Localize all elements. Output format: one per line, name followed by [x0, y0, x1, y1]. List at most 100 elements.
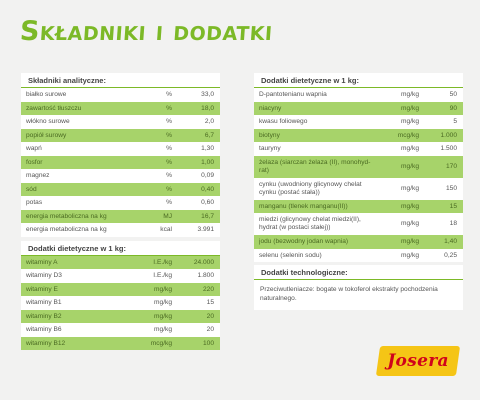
row-unit: mg/kg: [401, 202, 419, 210]
row-name: manganu (tlenek manganu(II)): [259, 202, 348, 210]
row-value: 0,60: [201, 199, 214, 207]
row-unit: mg/kg: [401, 220, 419, 227]
row-value: 1.800: [197, 272, 214, 280]
row-value: 18,0: [201, 104, 214, 112]
row-name: potas: [26, 199, 43, 207]
technological-header: Dodatki technologiczne:: [254, 265, 463, 280]
row-value: 170: [445, 162, 457, 170]
row-unit: mcg/kg: [397, 131, 419, 139]
row-value: 18: [449, 220, 457, 227]
table-row: żelaza (siarczan żelaza (II), monohyd-ra…: [254, 155, 463, 178]
row-value: 16,7: [201, 212, 214, 220]
table-row: biotyny mcg/kg 1.000: [254, 128, 463, 142]
row-value: 150: [445, 184, 457, 192]
row-unit: %: [166, 131, 172, 139]
row-unit: mg/kg: [154, 312, 172, 320]
row-unit: %: [166, 91, 172, 99]
row-name: witaminy D3: [26, 272, 62, 280]
table-row: popiół surowy% 6,7: [21, 128, 220, 142]
row-name: zawartość tłuszczu: [26, 104, 82, 112]
row-unit: %: [166, 199, 172, 207]
table-row: jodu (bezwodny jodan wapnia) mg/kg 1,40: [254, 235, 463, 249]
additives-table: D-pantotenianu wapnia mg/kg 50 niacyny mg/k…: [254, 88, 463, 262]
row-name: energia metaboliczna na kg: [26, 226, 107, 234]
table-row: zawartość tłuszczu% 18,0: [21, 101, 220, 115]
row-name: witaminy B12: [26, 339, 66, 347]
analytical-header: Składniki analityczne:: [21, 73, 220, 88]
row-name: biotyny: [259, 131, 280, 139]
row-value: 50: [449, 91, 457, 99]
row-unit: mg/kg: [154, 326, 172, 334]
table-row: fosfor% 1,00: [21, 155, 220, 169]
row-name: miedzi (glicynowy chelat miedzi(II), hyd…: [259, 216, 361, 231]
row-unit: kcal: [160, 226, 172, 234]
row-value: 220: [202, 285, 214, 293]
additives-header: Dodatki dietetyczne w 1 kg:: [254, 73, 463, 88]
row-unit: %: [166, 158, 172, 166]
row-unit: %: [166, 104, 172, 112]
table-row: D-pantotenianu wapnia mg/kg 50: [254, 88, 463, 102]
row-value: 20: [206, 326, 214, 334]
table-row: potas% 0,60: [21, 196, 220, 210]
row-value: 2,0: [204, 118, 214, 126]
table-row: białko surowe% 33,0: [21, 88, 220, 102]
table-row: energia metaboliczna na kg MJ 16,7: [21, 209, 220, 223]
row-name: witaminy E: [26, 285, 58, 293]
table-row: witaminy E mg/kg 220: [21, 282, 220, 296]
row-value: 3.991: [197, 226, 214, 234]
row-name: witaminy B6: [26, 326, 62, 334]
row-value: 0,40: [201, 185, 214, 193]
row-name: D-pantotenianu wapnia: [259, 91, 327, 99]
row-unit: %: [166, 145, 172, 153]
table-row: energia metaboliczna na kg kcal 3.991: [21, 223, 220, 237]
table-row: sód% 0,40: [21, 182, 220, 196]
row-unit: %: [166, 172, 172, 180]
table-row: witaminy A I.E./kg 24.000: [21, 255, 220, 269]
row-name: tauryny: [259, 145, 281, 153]
row-value: 15: [206, 299, 214, 307]
row-name: kwasu foliowego: [259, 118, 308, 126]
page-title: Składniki i dodatki: [18, 16, 274, 47]
left-column: Składniki analityczne: białko surowe% 33,…: [21, 73, 220, 350]
row-name: witaminy B2: [26, 312, 62, 320]
row-unit: I.E./kg: [153, 272, 172, 280]
row-unit: I.E./kg: [153, 258, 172, 266]
row-value: 5: [453, 118, 457, 126]
row-name: włókno surowe: [26, 118, 70, 126]
table-row: witaminy D3 I.E./kg 1.800: [21, 269, 220, 283]
row-value: 100: [202, 339, 214, 347]
josera-logo: Josera: [375, 346, 461, 376]
row-value: 24.000: [193, 258, 214, 266]
row-unit: MJ: [163, 212, 172, 220]
technological-text: Przeciwutleniacze: bogate w tokoferol ek…: [254, 280, 463, 310]
row-value: 0,09: [201, 172, 214, 180]
row-name: białko surowe: [26, 91, 67, 99]
logo-text: Josera: [387, 351, 449, 371]
row-name: cynku (uwodniony glicynowy chelat cynku …: [259, 180, 362, 196]
table-row: kwasu foliowego mg/kg 5: [254, 115, 463, 129]
row-unit: mg/kg: [401, 91, 419, 99]
row-value: 33,0: [201, 91, 214, 99]
row-unit: mg/kg: [401, 104, 419, 112]
row-unit: %: [166, 118, 172, 126]
row-value: 15: [449, 202, 457, 210]
table-row: włókno surowe% 2,0: [21, 115, 220, 129]
table-row: witaminy B1 mg/kg 15: [21, 296, 220, 310]
table-row: witaminy B6 mg/kg 20: [21, 323, 220, 337]
row-unit: mg/kg: [401, 184, 419, 192]
row-name: magnez: [26, 172, 50, 180]
row-unit: mg/kg: [401, 238, 419, 246]
row-name: witaminy B1: [26, 299, 62, 307]
row-name: witaminy A: [26, 258, 58, 266]
row-unit: mg/kg: [154, 285, 172, 293]
row-name: sód: [26, 185, 37, 193]
row-value: 1,40: [444, 238, 457, 246]
row-name: selenu (selenin sodu): [259, 251, 322, 259]
row-unit: %: [166, 185, 172, 193]
table-row: cynku (uwodniony glicynowy chelat cynku …: [254, 177, 463, 200]
row-name: popiół surowy: [26, 131, 67, 139]
row-name: jodu (bezwodny jodan wapnia): [259, 238, 349, 246]
row-value: 1.000: [440, 131, 457, 139]
row-unit: mcg/kg: [150, 339, 172, 347]
analytical-table: białko surowe% 33,0 zawartość tłuszczu% 18…: [21, 88, 220, 237]
